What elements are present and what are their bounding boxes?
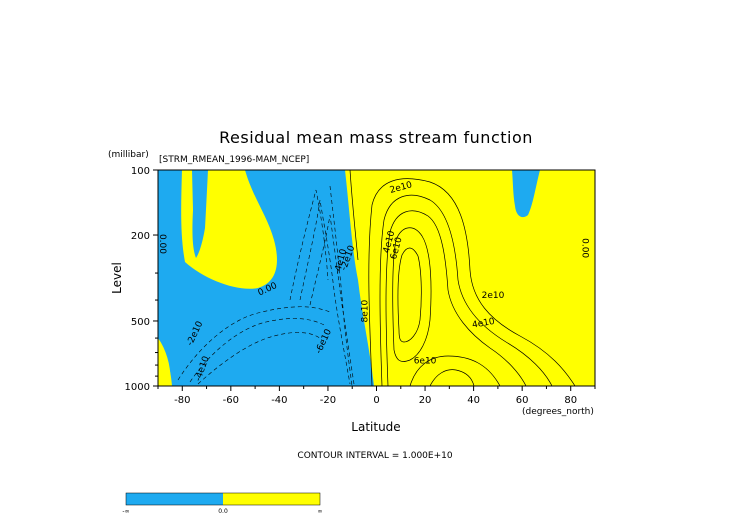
colorbar: -∞ 0.0 ∞ — [122, 492, 323, 515]
chart-title: Residual mean mass stream function — [219, 128, 533, 147]
x-unit-label: (degrees_north) — [522, 407, 594, 417]
contour-label: 8e10 — [360, 299, 370, 322]
negative-region-upper-lobe — [192, 170, 208, 258]
contour-label: 4e10 — [471, 317, 495, 331]
y-tick-label: 100 — [131, 166, 150, 177]
contour-label: 0.00 — [157, 234, 167, 254]
colorbar-negative — [126, 493, 223, 505]
contour-lines-positive — [349, 170, 576, 386]
chart-subtitle: [STRM_RMEAN_1996-MAM_NCEP] — [159, 155, 309, 165]
x-tick-label: -20 — [320, 395, 336, 406]
colorbar-frame — [125, 492, 321, 506]
colorbar-label-high: ∞ — [318, 508, 323, 515]
contour-lines-negative — [177, 185, 355, 386]
x-tick-label: 40 — [467, 395, 480, 406]
y-axis-title: Level — [110, 262, 124, 294]
negative-region-arctic — [512, 170, 540, 218]
contour-interval-note: CONTOUR INTERVAL = 1.000E+10 — [297, 451, 452, 461]
contour-label: 6e10 — [414, 356, 437, 366]
negative-region-main — [158, 170, 374, 386]
colorbar-label-low: -∞ — [122, 508, 129, 515]
x-axis: -80 -60 -40 -20 0 20 40 60 80 — [157, 386, 596, 406]
x-tick-label: -40 — [271, 395, 287, 406]
x-tick-label: 0 — [373, 395, 379, 406]
y-tick-label: 200 — [131, 231, 150, 242]
colorbar-positive — [223, 493, 320, 505]
colorbar-label-zero: 0.0 — [218, 508, 228, 515]
x-tick-label: 80 — [564, 395, 577, 406]
contour-label: 2e10 — [482, 291, 505, 301]
x-tick-label: -80 — [174, 395, 190, 406]
positive-region-sw-corner — [158, 342, 172, 386]
y-axis: 100 200 500 1000 — [125, 166, 158, 393]
contour-label: 0.00 — [579, 238, 589, 258]
x-tick-label: -60 — [223, 395, 239, 406]
y-unit-label: (millibar) — [108, 150, 149, 160]
x-tick-label: 60 — [516, 395, 529, 406]
y-tick-label: 500 — [131, 317, 150, 328]
x-axis-title: Latitude — [351, 420, 400, 434]
x-tick-label: 20 — [419, 395, 432, 406]
y-tick-label: 1000 — [125, 382, 150, 393]
shaded-field — [158, 170, 595, 386]
